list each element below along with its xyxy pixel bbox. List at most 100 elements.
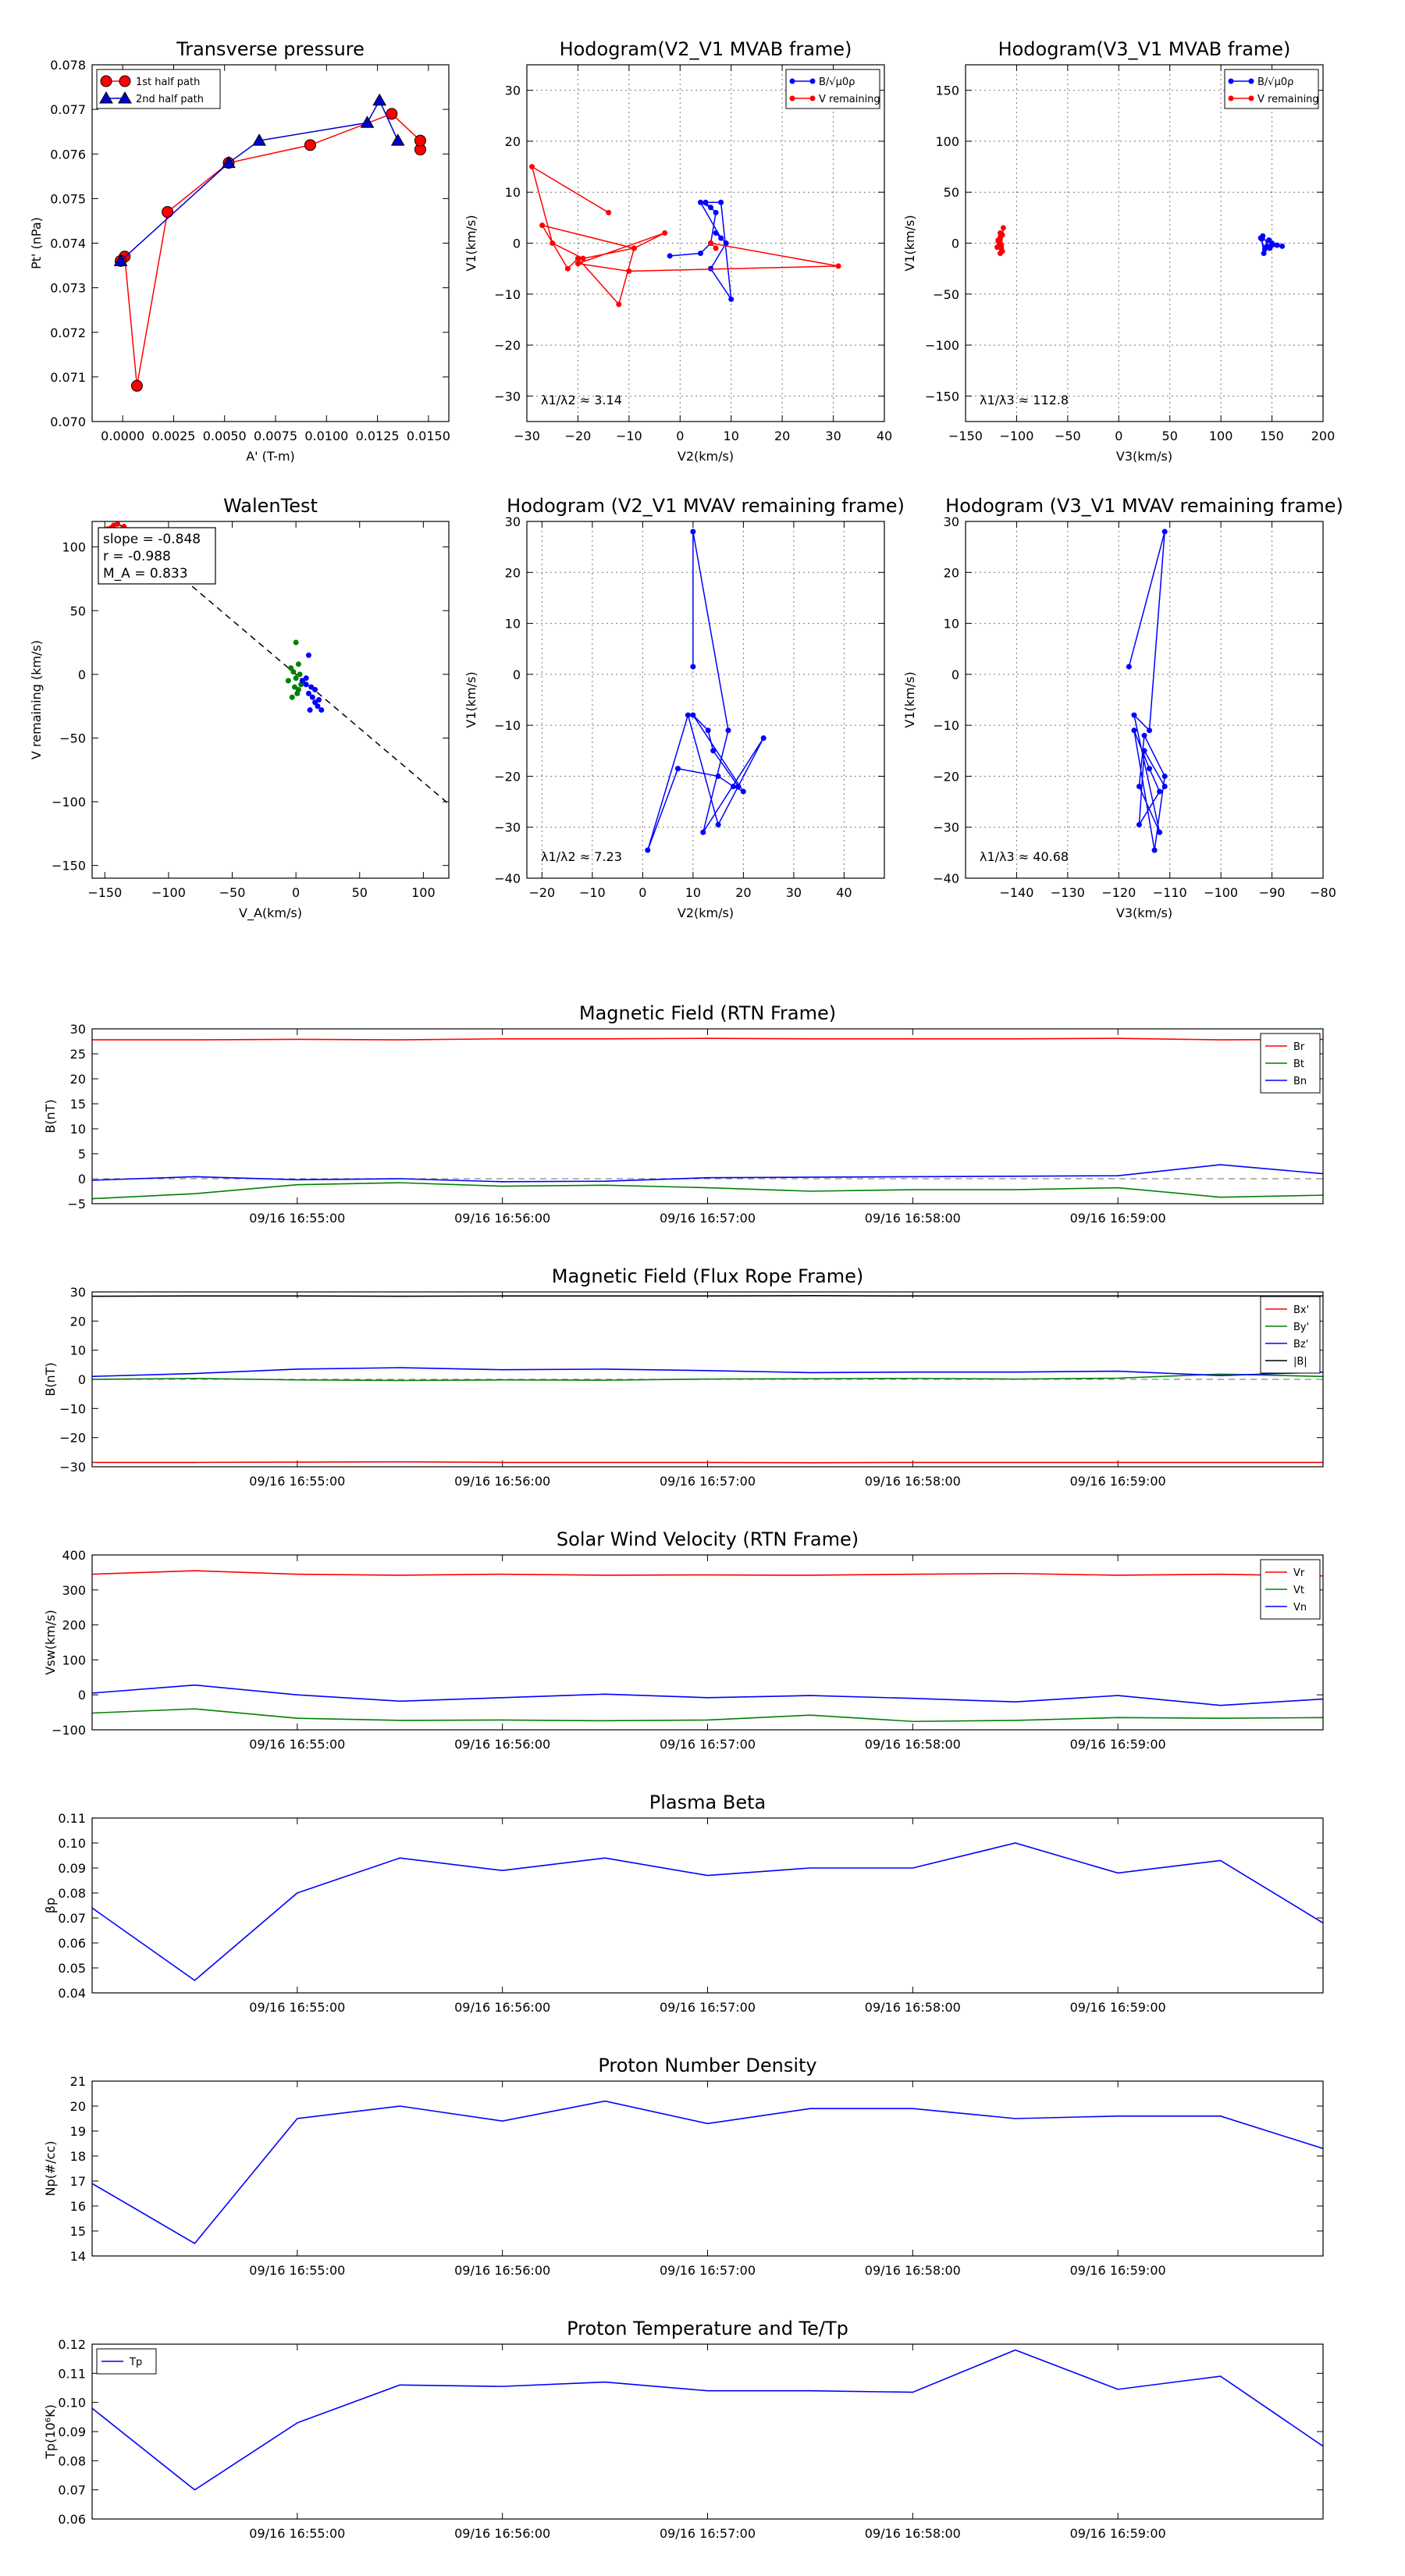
data-point: [574, 255, 581, 262]
data-point: [529, 164, 535, 170]
y-tick-label: −20: [494, 338, 521, 353]
y-tick-label: −150: [52, 859, 86, 873]
y-tick-label: 0.07: [58, 2483, 86, 2498]
data-point: [414, 134, 426, 147]
y-tick-label: 0.09: [58, 2425, 86, 2439]
x-tick-label: 09/16 16:56:00: [454, 2000, 550, 2015]
chart-title: Hodogram (V2_V1 MVAV remaining frame): [507, 495, 905, 517]
y-axis-label: V1(km/s): [902, 671, 917, 728]
data-point: [835, 263, 841, 269]
data-point: [222, 155, 236, 169]
data-point: [1147, 728, 1153, 734]
x-tick-label: 30: [786, 885, 802, 900]
data-point: [574, 261, 581, 267]
x-tick-label: 100: [1209, 429, 1233, 443]
data-point: [760, 735, 767, 741]
data-point: [1157, 788, 1163, 795]
series-line-By': [92, 1373, 1323, 1382]
data-point: [293, 639, 299, 646]
chart-ts_v: 09/16 16:55:00 09/16 16:56:00 09/16 16:57:…: [43, 1528, 1324, 1752]
y-tick-label: 30: [70, 1285, 86, 1300]
plot-border: [526, 521, 885, 879]
x-tick-label: 09/16 16:57:00: [660, 1474, 756, 1489]
legend-label: Tp: [129, 2357, 142, 2368]
legend-label: Vt: [1293, 1585, 1304, 1596]
x-tick-label: −50: [219, 885, 246, 900]
y-tick-label: 10: [505, 617, 521, 632]
x-tick-label: −120: [1101, 885, 1136, 900]
plot-area: [92, 2081, 1323, 2256]
data-point: [295, 661, 301, 667]
data-point: [1126, 664, 1132, 670]
legend-label: Vr: [1293, 1567, 1305, 1579]
x-tick-label: 09/16 16:57:00: [660, 2526, 756, 2541]
data-point: [1261, 246, 1268, 252]
x-tick-label: 150: [1260, 429, 1284, 443]
series-group: [92, 2100, 1323, 2245]
data-point: [997, 234, 1003, 240]
y-tick-label: 10: [505, 185, 521, 200]
x-tick-label: 200: [1311, 429, 1336, 443]
data-point: [1228, 78, 1234, 84]
y-tick-label: −10: [59, 1401, 86, 1416]
x-tick-label: −100: [1204, 885, 1238, 900]
data-point: [705, 728, 711, 734]
ratio-annotation: λ1/λ3 ≈ 112.8: [980, 393, 1069, 407]
y-tick-label: 0.072: [50, 326, 86, 340]
plot-border: [965, 521, 1324, 879]
data-point: [1161, 773, 1168, 779]
y-tick-label: −20: [933, 769, 959, 784]
chart-title: Transverse pressure: [176, 38, 365, 60]
y-tick-label: 0: [513, 667, 521, 682]
y-tick-label: −40: [494, 871, 521, 886]
data-point: [645, 847, 651, 853]
y-tick-label: −10: [494, 287, 521, 302]
x-tick-label: −10: [579, 885, 606, 900]
data-point: [690, 664, 696, 670]
series-line-beta: [92, 1842, 1323, 1982]
y-tick-label: 20: [944, 565, 959, 580]
x-tick-label: 0: [638, 885, 646, 900]
y-tick-label: 21: [70, 2074, 86, 2089]
x-tick-label: −20: [565, 429, 592, 443]
data-point: [1257, 235, 1264, 241]
chart-title: WalenTest: [223, 495, 318, 517]
series-line-Tp: [92, 2349, 1323, 2491]
x-tick-label: 30: [825, 429, 841, 443]
series-line-V remaining: [647, 531, 764, 851]
data-point: [725, 728, 731, 734]
y-tick-label: −10: [933, 718, 959, 733]
y-tick-label: 0.11: [58, 1811, 86, 1826]
series-group: [92, 1295, 1323, 1464]
x-axis-label: V2(km/s): [678, 449, 734, 464]
plot-border: [91, 64, 450, 422]
x-tick-label: −100: [151, 885, 186, 900]
data-point: [708, 240, 714, 246]
x-tick-label: −80: [1310, 885, 1336, 900]
x-tick-label: 50: [1162, 429, 1178, 443]
chart-ts_tp: 09/16 16:55:00 09/16 16:56:00 09/16 16:57:…: [43, 2318, 1324, 2541]
data-point: [809, 78, 816, 84]
chart-tp: 0.0000 0.0025 0.0050 0.0075 0.0100 0.0125 0.01…: [29, 38, 450, 464]
data-point: [667, 253, 673, 259]
x-tick-label: −150: [87, 885, 122, 900]
data-point: [390, 133, 405, 146]
data-point: [372, 93, 387, 106]
y-tick-label: 0: [78, 1172, 86, 1187]
y-tick-label: 18: [70, 2149, 86, 2164]
data-point: [285, 678, 291, 684]
y-tick-label: −30: [494, 389, 521, 404]
data-point: [303, 681, 309, 688]
y-axis-label: Tp(10⁶K): [43, 2404, 58, 2460]
series-line-|B|: [92, 1295, 1323, 1297]
data-point: [730, 783, 736, 789]
data-point: [1248, 78, 1254, 84]
series-group: [113, 93, 426, 392]
x-tick-label: −140: [999, 885, 1033, 900]
data-point: [789, 95, 795, 101]
plot-border: [965, 64, 1324, 422]
x-tick-label: 09/16 16:59:00: [1070, 1474, 1166, 1489]
y-tick-label: 0.10: [58, 2396, 86, 2411]
data-point: [697, 251, 703, 257]
y-tick-label: 5: [78, 1147, 86, 1162]
